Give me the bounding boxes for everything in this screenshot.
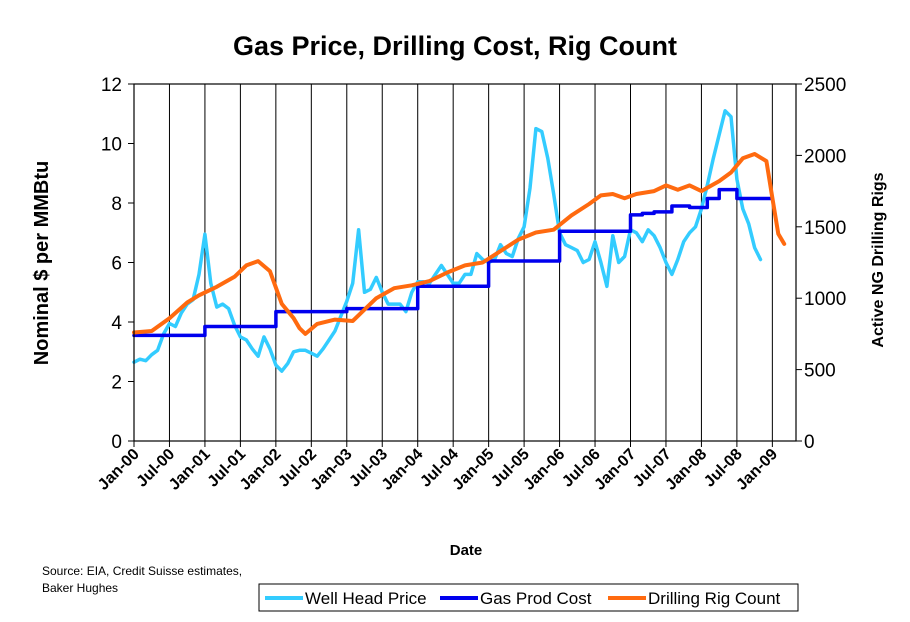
source-note-line-1: Source: EIA, Credit Suisse estimates, bbox=[42, 564, 242, 578]
legend-box bbox=[258, 583, 799, 612]
y-axis-label: Nominal $ per MMBtu bbox=[31, 161, 53, 365]
plot-frame bbox=[133, 83, 797, 442]
source-note-line-2: Baker Hughes bbox=[42, 581, 118, 595]
legend-label-drilling-rig-count: Drilling Rig Count bbox=[648, 589, 781, 608]
right-tick-label: 2000 bbox=[804, 146, 846, 167]
series-well-head-price bbox=[132, 109, 763, 373]
x-axis-label: Date bbox=[450, 542, 483, 559]
left-tick-label: 8 bbox=[111, 194, 122, 215]
left-tick-label: 6 bbox=[111, 254, 122, 275]
y2-axis-label: Active NG Drilling Rigs bbox=[870, 172, 887, 347]
right-axis-tick-labels: 0 500 1000 1500 2000 2500 bbox=[804, 75, 846, 453]
chart-title: Gas Price, Drilling Cost, Rig Count bbox=[233, 31, 677, 61]
series-drilling-rig-count bbox=[132, 152, 787, 336]
left-axis-tick-labels: 0 2 4 6 8 10 12 bbox=[101, 75, 123, 453]
right-tick-label: 1000 bbox=[804, 289, 846, 310]
left-tick-label: 0 bbox=[111, 432, 122, 453]
axes bbox=[128, 83, 802, 447]
right-tick-label: 0 bbox=[804, 432, 815, 453]
left-tick-label: 4 bbox=[111, 313, 122, 334]
left-tick-label: 12 bbox=[101, 75, 122, 96]
series-gas-prod-cost bbox=[132, 187, 775, 338]
legend: Well Head Price Gas Prod Cost Drilling R… bbox=[258, 583, 799, 612]
right-tick-label: 2500 bbox=[804, 75, 846, 96]
x-axis-tick-labels: Jan-00Jul-00Jan-01Jul-01Jan-02Jul-02Jan-… bbox=[95, 446, 781, 494]
right-tick-label: 1500 bbox=[804, 218, 846, 239]
legend-label-gas-prod-cost: Gas Prod Cost bbox=[480, 589, 592, 608]
left-tick-label: 10 bbox=[101, 135, 122, 156]
left-tick-label: 2 bbox=[111, 373, 122, 394]
legend-label-well-head-price: Well Head Price bbox=[305, 589, 427, 608]
grid bbox=[168, 84, 773, 441]
series-layer bbox=[132, 109, 787, 373]
right-tick-label: 500 bbox=[804, 361, 836, 382]
